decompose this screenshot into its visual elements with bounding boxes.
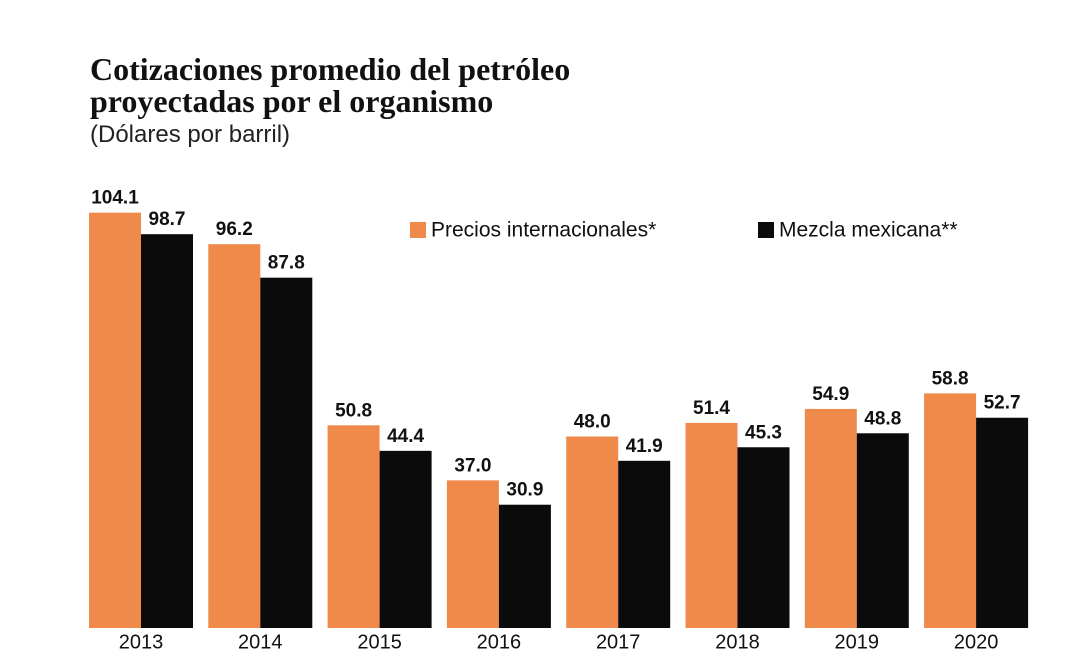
value-label: 30.9 bbox=[506, 480, 543, 501]
bar bbox=[260, 277, 313, 628]
x-tick-label: 2014 bbox=[238, 631, 283, 653]
bar bbox=[976, 417, 1029, 628]
value-label: 54.9 bbox=[812, 384, 849, 405]
bar bbox=[208, 244, 261, 629]
value-label: 48.8 bbox=[864, 408, 901, 429]
bar bbox=[327, 425, 380, 628]
value-label: 44.4 bbox=[387, 426, 424, 447]
value-label: 87.8 bbox=[268, 253, 305, 274]
x-tick-label: 2013 bbox=[119, 631, 164, 653]
value-label: 58.8 bbox=[932, 368, 969, 389]
bar bbox=[924, 393, 977, 628]
value-label: 98.7 bbox=[149, 209, 186, 230]
bar bbox=[566, 436, 619, 628]
bar bbox=[856, 433, 909, 628]
legend-swatch bbox=[410, 222, 426, 238]
value-label: 104.1 bbox=[91, 188, 139, 209]
value-label: 48.0 bbox=[574, 411, 611, 432]
value-label: 50.8 bbox=[335, 400, 372, 421]
x-tick-label: 2017 bbox=[596, 631, 641, 653]
value-label: 52.7 bbox=[984, 393, 1021, 414]
legend-label: Mezcla mexicana** bbox=[779, 219, 958, 242]
value-label: 96.2 bbox=[216, 219, 253, 240]
value-label: 37.0 bbox=[454, 455, 491, 476]
bar bbox=[737, 447, 790, 628]
value-label: 41.9 bbox=[626, 436, 663, 457]
bar bbox=[685, 422, 738, 628]
x-tick-label: 2016 bbox=[477, 631, 522, 653]
legend-swatch bbox=[758, 222, 774, 238]
x-tick-label: 2018 bbox=[715, 631, 760, 653]
x-tick-label: 2019 bbox=[835, 631, 880, 653]
value-label: 51.4 bbox=[693, 398, 730, 419]
bar bbox=[446, 480, 499, 628]
value-label: 45.3 bbox=[745, 422, 782, 443]
x-tick-label: 2020 bbox=[954, 631, 999, 653]
bar bbox=[379, 450, 432, 628]
chart-title: Cotizaciones promedio del petróleo proyec… bbox=[90, 51, 570, 119]
bar bbox=[89, 212, 141, 629]
bar bbox=[141, 234, 193, 628]
x-tick-label: 2015 bbox=[357, 631, 402, 653]
bar bbox=[498, 504, 551, 628]
bar bbox=[804, 408, 857, 628]
chart-subtitle: (Dólares por barril) bbox=[90, 121, 290, 148]
legend-label: Precios internacionales* bbox=[431, 219, 656, 242]
bar bbox=[618, 460, 671, 628]
